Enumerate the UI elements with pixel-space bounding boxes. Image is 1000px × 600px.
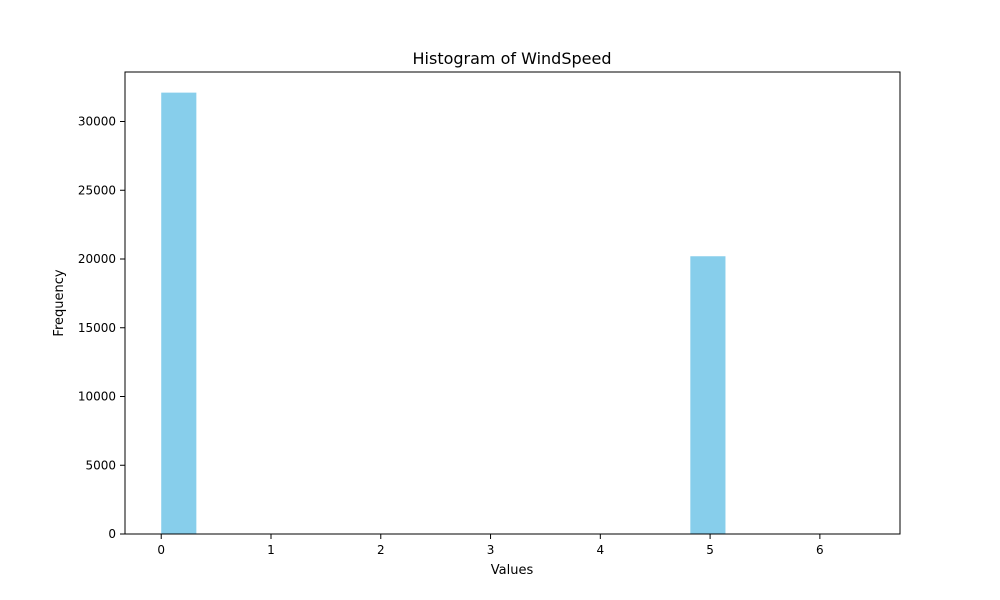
histogram-bar-0 [161, 92, 197, 534]
y-tick-label: 15000 [78, 321, 116, 335]
y-axis-label: Frequency [52, 269, 67, 336]
chart-title: Histogram of WindSpeed [413, 49, 612, 68]
y-tick-label: 20000 [78, 252, 116, 266]
y-axis-ticks: 0 5000 10000 15000 20000 25000 30000 [78, 115, 125, 541]
x-axis-label: Values [491, 563, 534, 578]
x-tick-label: 5 [706, 543, 714, 557]
histogram-bar-1 [690, 256, 726, 534]
x-axis-ticks: 0 1 2 3 4 5 6 [157, 534, 824, 557]
x-tick-label: 2 [377, 543, 385, 557]
x-tick-label: 4 [596, 543, 604, 557]
y-tick-label: 10000 [78, 390, 116, 404]
y-tick-label: 0 [108, 527, 116, 541]
bars-group [161, 92, 726, 534]
y-tick-label: 5000 [85, 458, 116, 472]
y-tick-label: 25000 [78, 183, 116, 197]
y-tick-label: 30000 [78, 115, 116, 129]
x-tick-label: 0 [157, 543, 165, 557]
plot-frame [124, 71, 901, 535]
x-tick-label: 3 [487, 543, 495, 557]
x-tick-label: 1 [267, 543, 275, 557]
x-tick-label: 6 [816, 543, 824, 557]
